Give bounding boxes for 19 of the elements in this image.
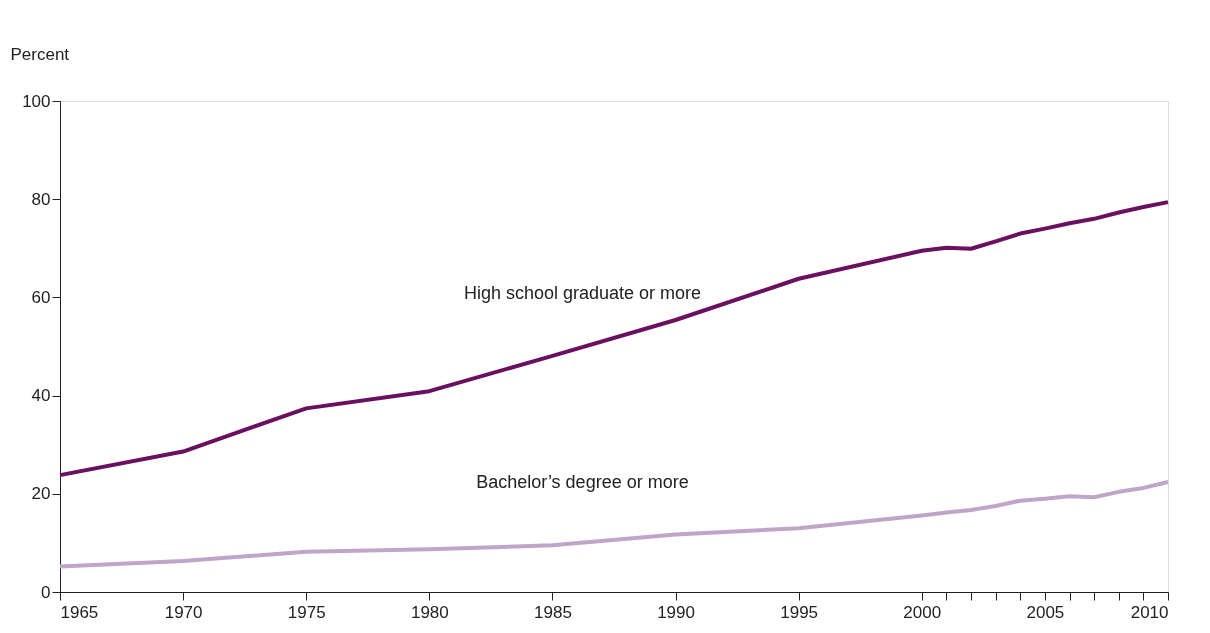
x-tick-label: 1995 [780, 602, 819, 622]
y-axis-title: Percent [10, 44, 70, 64]
series-label: High school graduate or more [463, 282, 702, 303]
y-tick-label: 0 [41, 582, 51, 602]
x-tick-label: 2000 [903, 602, 942, 622]
x-tick-label: 1980 [410, 602, 449, 622]
x-tick-label: 1975 [287, 602, 326, 622]
y-tick-label: 100 [22, 91, 51, 111]
y-tick-label: 80 [31, 189, 51, 209]
text: Bachelor’s degree or more [476, 472, 689, 493]
x-tick-label: 2010 [1130, 602, 1169, 622]
x-tick-label: 1965 [60, 602, 99, 622]
x-tick-label: 1985 [534, 602, 572, 622]
x-tick-label: 2005 [1026, 602, 1065, 622]
y-tick-label: 20 [31, 484, 51, 504]
x-tick-label: 1970 [164, 602, 203, 622]
y-tick-label: 40 [31, 386, 51, 406]
x-tick-label: 1990 [657, 602, 695, 622]
y-tick-label: 60 [31, 287, 51, 307]
